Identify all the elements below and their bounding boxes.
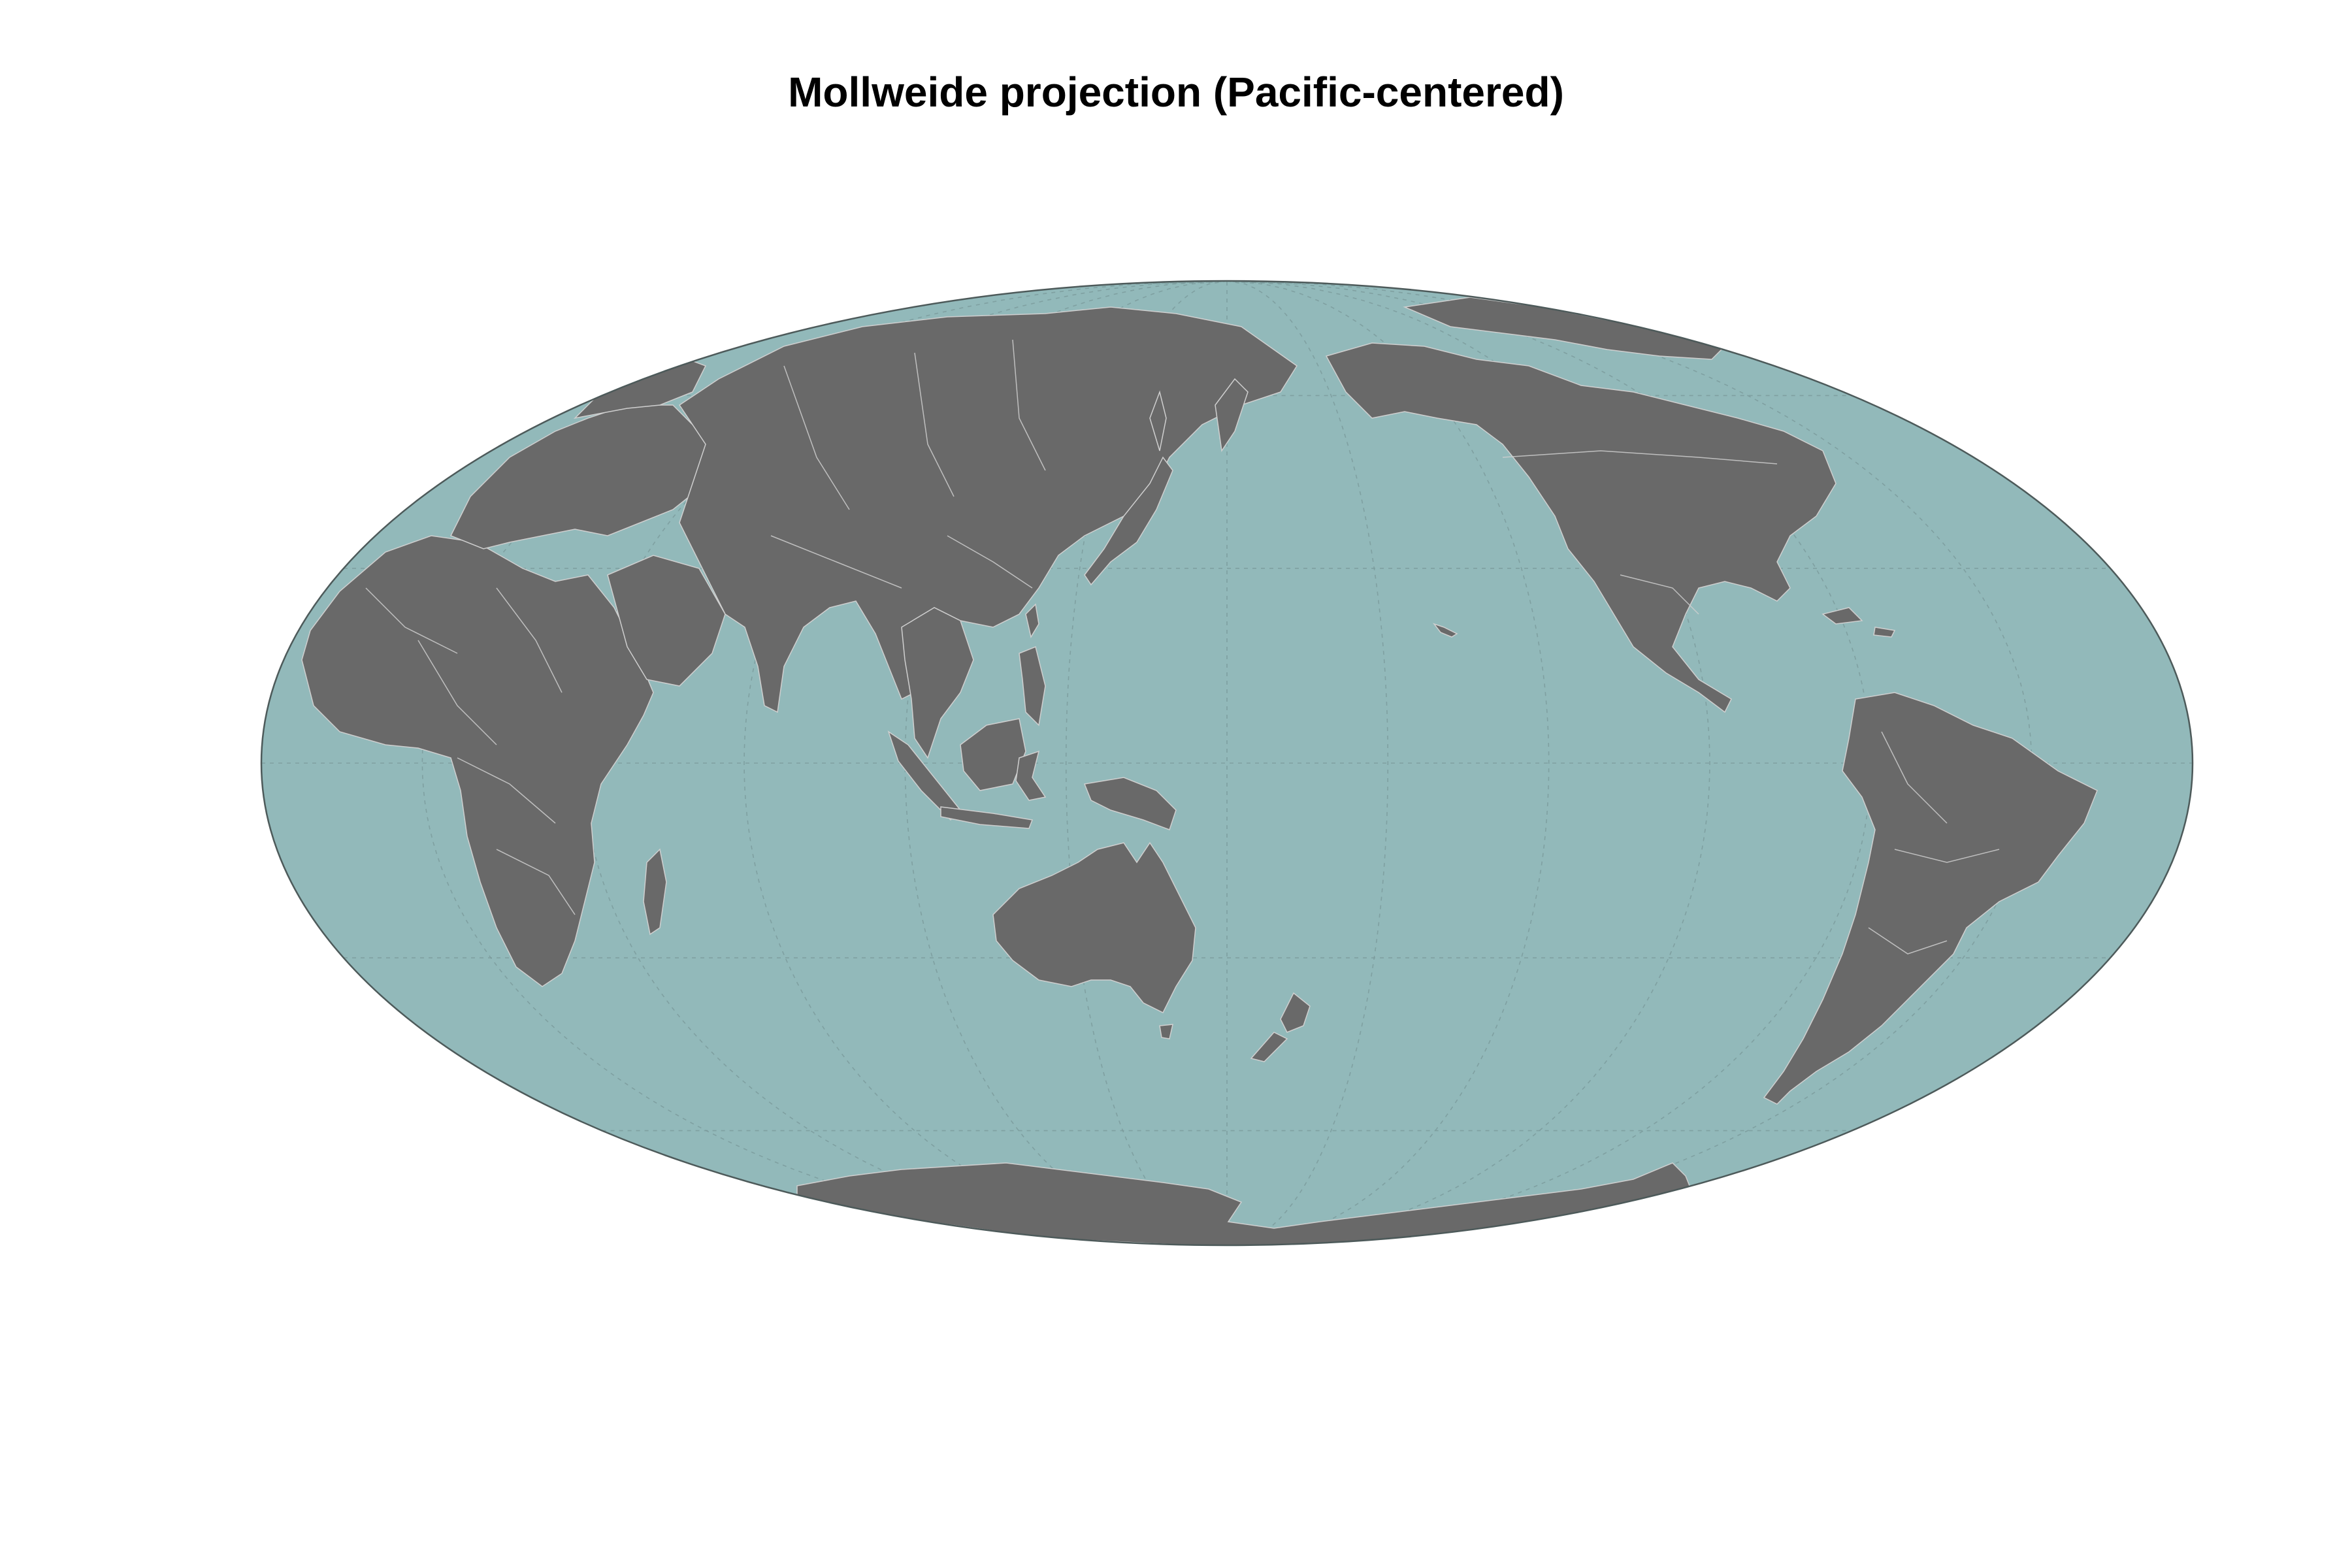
map-title: Mollweide projection (Pacific-centered) xyxy=(788,69,1564,116)
country-borders xyxy=(365,339,2000,955)
meridian-line xyxy=(1226,281,2033,1245)
kamchatka-landmass xyxy=(1215,378,1249,453)
sakhalin-landmass xyxy=(1149,390,1167,451)
meridian-line xyxy=(1226,281,1389,1245)
north-america-landmass xyxy=(1325,342,1837,713)
java-landmass xyxy=(940,806,1034,829)
sulawesi-landmass xyxy=(1015,750,1047,801)
globe-outline xyxy=(260,280,2194,1247)
japan-landmass xyxy=(1084,456,1173,586)
philippines-landmass xyxy=(1019,645,1046,727)
greenland-landmass xyxy=(1697,293,1778,353)
madagascar-landmass xyxy=(643,848,667,936)
land-layer xyxy=(301,293,2098,1245)
hawaii-landmass xyxy=(1432,623,1458,638)
australia-landmass xyxy=(992,841,1196,1014)
south-america-landmass xyxy=(1763,692,2098,1105)
arabia-landmass xyxy=(607,555,726,687)
tasmania-landmass xyxy=(1159,1024,1173,1039)
new-zealand-landmass xyxy=(1250,992,1311,1062)
caribbean-islands xyxy=(1821,607,1896,638)
new-guinea-landmass xyxy=(1083,777,1177,830)
taiwan-landmass xyxy=(1025,603,1039,638)
indochina-landmass xyxy=(901,607,974,759)
antarctica-landmass xyxy=(796,1162,1700,1245)
